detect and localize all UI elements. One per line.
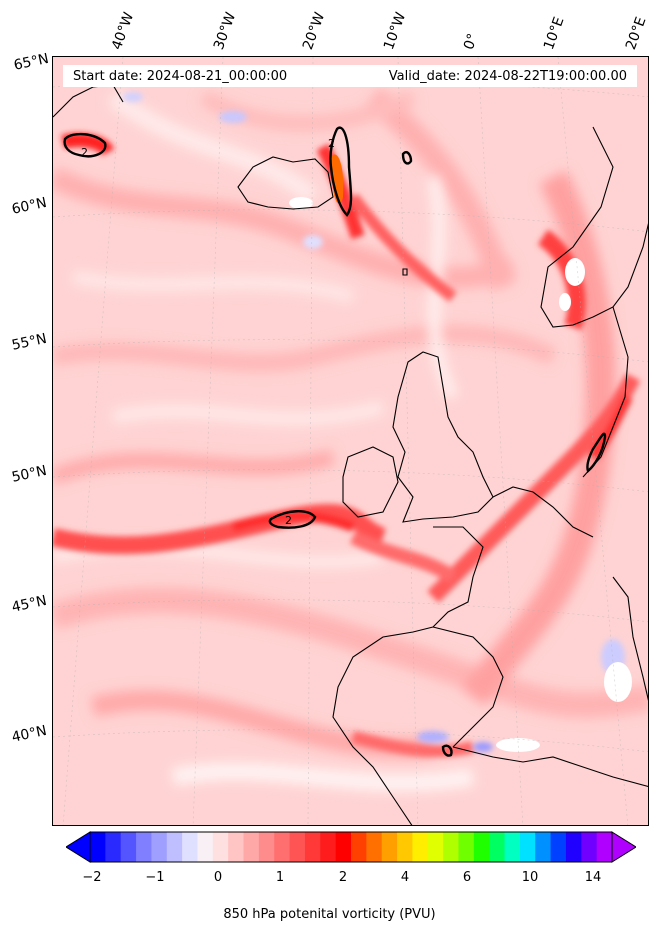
- coast-iceland: [237, 156, 334, 210]
- lon-label-40w: 40°W: [108, 10, 138, 52]
- colorbar-cell: [351, 832, 367, 862]
- terrain-mask: [289, 197, 632, 752]
- coast-france: [432, 526, 484, 628]
- colorbar-cells: [90, 832, 613, 862]
- contour-small-north: [401, 150, 413, 165]
- coast-mediterranean: [452, 746, 648, 788]
- colorbar-tick-6: 6: [462, 870, 472, 885]
- colorbar-cell: [550, 832, 567, 862]
- colorbar-cell: [519, 832, 536, 862]
- colorbar-cell: [581, 832, 598, 862]
- lon-label-30w: 30°W: [210, 10, 240, 52]
- pv-low-streaks: [53, 89, 475, 792]
- colorbar-tick-7: 10: [521, 870, 539, 885]
- colorbar-min-extend: [66, 831, 91, 863]
- colorbar-cell: [105, 832, 122, 862]
- colorbar-cell: [504, 832, 521, 862]
- colorbar: [66, 831, 636, 863]
- colorbar-cell: [397, 832, 413, 862]
- colorbar-cell: [427, 832, 444, 862]
- colorbar-cell: [335, 832, 352, 862]
- coast-great-britain: [392, 351, 494, 523]
- lat-label-50n: 50°N: [10, 462, 49, 486]
- graticule: [53, 57, 648, 825]
- contour-label-3: 2: [285, 514, 292, 527]
- colorbar-cell: [182, 832, 198, 862]
- colorbar-tick-2: 0: [213, 870, 223, 885]
- colorbar-cell: [120, 832, 137, 862]
- coast-ireland: [342, 446, 399, 518]
- colorbar-tick-0: −2: [82, 870, 102, 885]
- colorbar-cell: [228, 832, 245, 862]
- lon-label-20w: 20°W: [299, 10, 329, 52]
- contour-atlantic: [268, 510, 317, 529]
- colorbar-cell: [90, 832, 106, 862]
- map-panel: 2 2 2 Start date: 2024-08-21_00:00:00 Va…: [52, 56, 649, 826]
- lat-label-45n: 45°N: [10, 592, 49, 616]
- colorbar-cell: [304, 832, 321, 862]
- lon-label-0: 0°: [460, 31, 482, 52]
- colorbar-cell: [565, 832, 582, 862]
- colorbar-cell: [596, 832, 613, 862]
- colorbar-cell: [274, 832, 291, 862]
- contour-small-south: [441, 744, 453, 757]
- colorbar-cell: [212, 832, 229, 862]
- valid-date-label: Valid_date: 2024-08-22T19:00:00.00: [388, 68, 627, 84]
- pv-field-map: 2 2 2: [53, 57, 648, 825]
- colorbar-cell: [381, 832, 398, 862]
- coast-iberia-north: [432, 626, 504, 748]
- pv-peak-core: [331, 154, 344, 204]
- colorbar-cell: [535, 832, 552, 862]
- pv-2-contours: [63, 126, 607, 757]
- colorbar-cell: [443, 832, 459, 862]
- start-date-label: Start date: 2024-08-21_00:00:00: [73, 68, 288, 84]
- lon-label-10w: 10°W: [380, 10, 410, 52]
- lon-label-10e: 10°E: [540, 14, 568, 52]
- pv-negative-patches: [123, 92, 625, 752]
- lat-label-65n: 65°N: [12, 50, 51, 74]
- colorbar-title: 850 hPa potenital vorticity (PVU): [223, 907, 436, 922]
- colorbar-cell: [489, 832, 506, 862]
- coast-italy: [612, 576, 648, 701]
- coast-benelux: [492, 486, 594, 538]
- lat-label-40n: 40°N: [10, 722, 49, 746]
- colorbar-cell: [197, 832, 214, 862]
- contour-label-1: 2: [81, 146, 88, 159]
- contour-label-2: 2: [328, 137, 335, 150]
- coast-norway: [540, 126, 648, 328]
- coast-iberia-west: [332, 626, 434, 825]
- colorbar-cell: [258, 832, 275, 862]
- lat-label-60n: 60°N: [10, 194, 49, 218]
- colorbar-cell: [166, 832, 183, 862]
- colorbar-cell: [458, 832, 475, 862]
- colorbar-cell: [151, 832, 168, 862]
- contour-iceland: [329, 126, 353, 217]
- lat-label-55n: 55°N: [10, 330, 49, 354]
- colorbar-tick-4: 2: [338, 870, 348, 885]
- map-title-bar: Start date: 2024-08-21_00:00:00 Valid_da…: [63, 65, 637, 87]
- colorbar-cell: [412, 832, 429, 862]
- colorbar-cell: [136, 832, 152, 862]
- colorbar-tick-3: 1: [275, 870, 285, 885]
- colorbar-max-extend: [611, 831, 636, 863]
- coastlines: [53, 84, 648, 825]
- colorbar-tick-5: 4: [400, 870, 410, 885]
- colorbar-cell: [320, 832, 337, 862]
- coast-greenland: [53, 84, 124, 118]
- colorbar-tick-8: 14: [584, 870, 602, 885]
- colorbar-cell: [473, 832, 490, 862]
- colorbar-cell: [243, 832, 260, 862]
- colorbar-cell: [366, 832, 383, 862]
- contour-greenland: [63, 132, 107, 158]
- lon-label-20e: 20°E: [622, 14, 650, 52]
- coast-faroes: [402, 268, 408, 276]
- colorbar-tick-1: −1: [145, 870, 165, 885]
- contour-baltic: [586, 432, 607, 474]
- colorbar-cell: [289, 832, 306, 862]
